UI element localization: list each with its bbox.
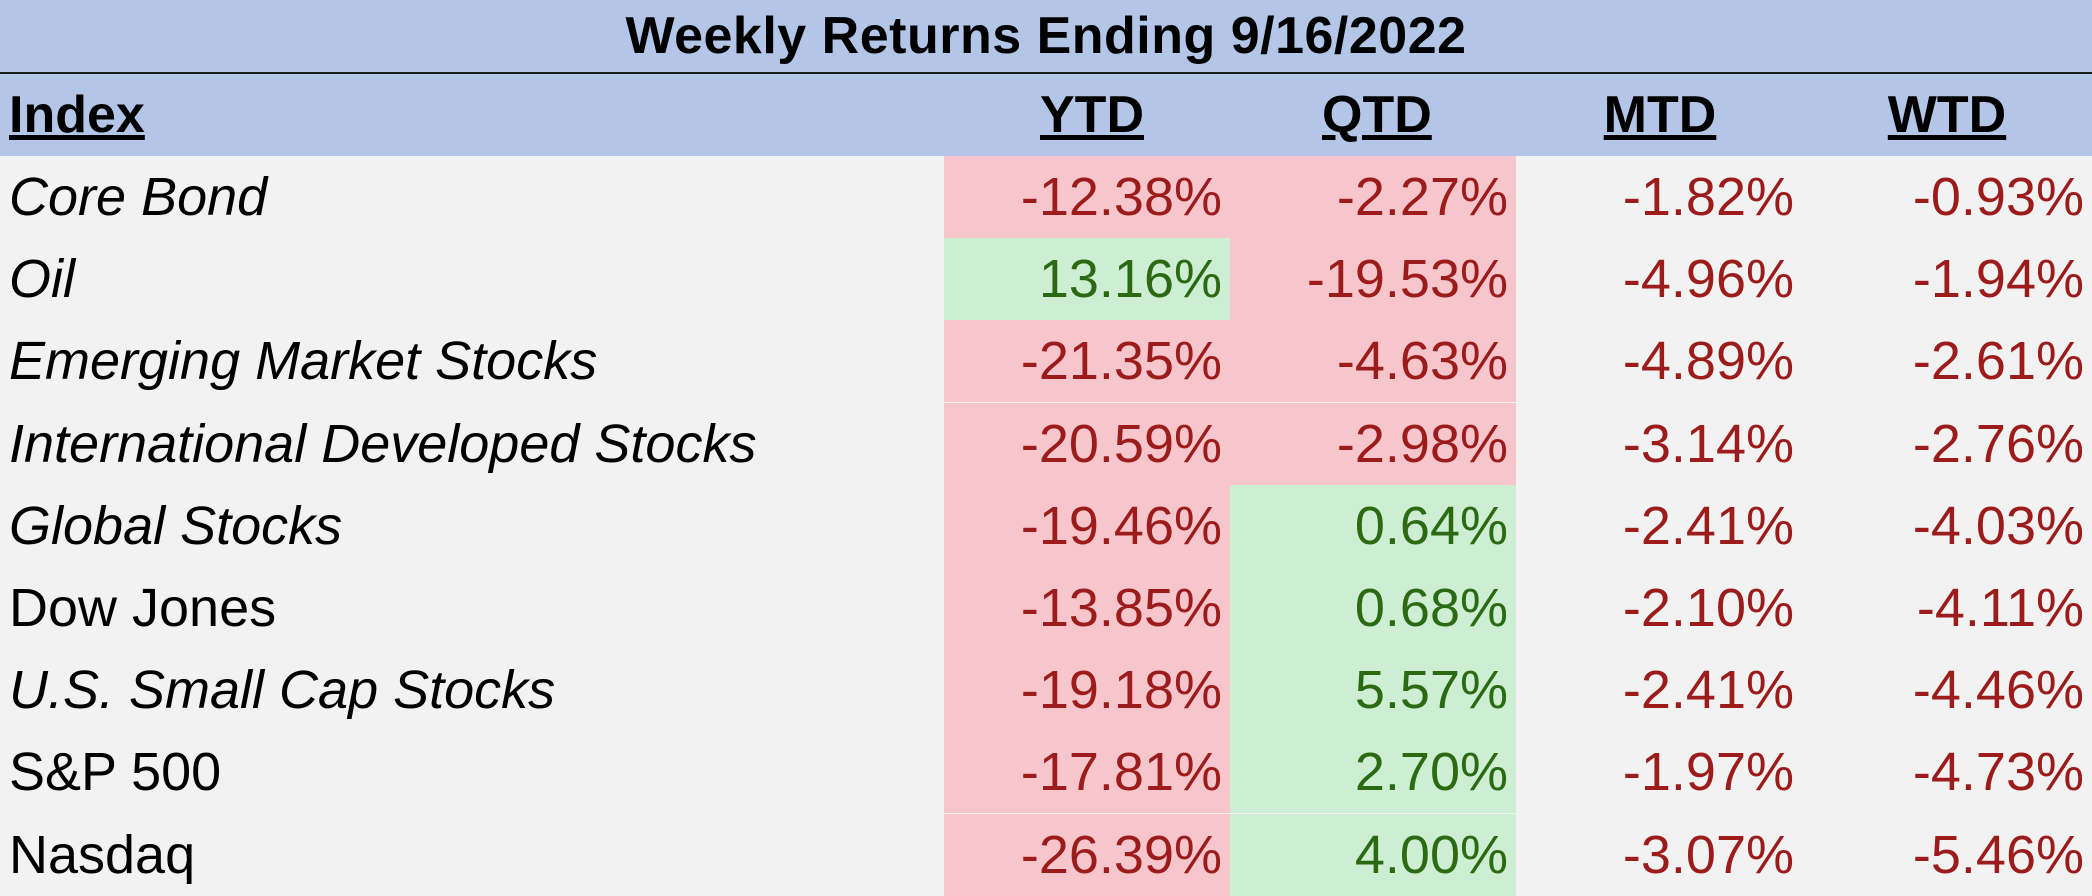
cell-wtd: -2.61%: [1912, 331, 2084, 392]
row-label: Dow Jones: [9, 578, 277, 638]
column-header-ytd: YTD: [1040, 86, 1144, 144]
cell-ytd: -21.35%: [944, 320, 1230, 403]
table-title: Weekly Returns Ending 9/16/2022: [625, 7, 1467, 65]
cell-mtd: -1.97%: [1622, 742, 1794, 803]
title-bar: Weekly Returns Ending 9/16/2022: [0, 0, 2092, 74]
table-row: Oil 13.16% -19.53% -4.96% -1.94%: [0, 238, 2092, 321]
row-label: Emerging Market Stocks: [9, 331, 598, 392]
table-row: Nasdaq -26.39% 4.00% -3.07% -5.46%: [0, 813, 2092, 896]
cell-ytd: -19.46%: [944, 484, 1230, 567]
cell-qtd: 0.68%: [1230, 567, 1516, 649]
row-label: U.S. Small Cap Stocks: [9, 660, 556, 721]
cell-mtd: -3.07%: [1622, 824, 1794, 885]
cell-wtd: -4.11%: [1916, 578, 2084, 638]
cell-qtd: -2.27%: [1230, 156, 1516, 238]
cell-wtd: -4.03%: [1912, 495, 2084, 556]
cell-qtd: 4.00%: [1230, 813, 1516, 896]
row-label: Core Bond: [9, 167, 268, 227]
cell-qtd: 2.70%: [1230, 731, 1516, 814]
cell-wtd: -1.94%: [1912, 249, 2084, 310]
column-header-index: Index: [9, 86, 145, 144]
cell-mtd: -4.96%: [1622, 249, 1794, 310]
cell-mtd: -4.89%: [1622, 331, 1794, 392]
row-label: S&P 500: [9, 742, 222, 803]
cell-ytd: -12.38%: [944, 156, 1230, 238]
table-row: U.S. Small Cap Stocks -19.18% 5.57% -2.41% -…: [0, 649, 2092, 732]
cell-wtd: -2.76%: [1912, 413, 2084, 474]
cell-ytd: -20.59%: [944, 402, 1230, 485]
table-row: S&P 500 -17.81% 2.70% -1.97% -4.73%: [0, 731, 2092, 814]
cell-wtd: -5.46%: [1912, 824, 2084, 885]
row-label: Oil: [9, 249, 75, 310]
column-header-wtd: WTD: [1887, 86, 2007, 144]
column-header-qtd: QTD: [1322, 86, 1432, 144]
header-row: Index YTD QTD MTD WTD: [0, 74, 2092, 156]
cell-ytd: -13.85%: [944, 567, 1230, 649]
cell-ytd: -19.18%: [944, 649, 1230, 732]
table-row: Global Stocks -19.46% 0.64% -2.41% -4.03%: [0, 484, 2092, 567]
column-header-mtd: MTD: [1603, 86, 1717, 144]
row-label: Global Stocks: [9, 495, 343, 556]
cell-mtd: -3.14%: [1622, 413, 1794, 474]
cell-ytd: -17.81%: [944, 731, 1230, 814]
row-label: International Developed Stocks: [9, 413, 757, 474]
cell-qtd: -4.63%: [1230, 320, 1516, 403]
table-row: Core Bond -12.38% -2.27% -1.82% -0.93%: [0, 156, 2092, 238]
cell-wtd: -0.93%: [1912, 167, 2084, 227]
table-row: International Developed Stocks -20.59% -2.…: [0, 402, 2092, 485]
table-row: Emerging Market Stocks -21.35% -4.63% -4.89…: [0, 320, 2092, 403]
cell-ytd: -26.39%: [944, 813, 1230, 896]
cell-mtd: -1.82%: [1622, 167, 1794, 227]
table-row: Dow Jones -13.85% 0.68% -2.10% -4.11%: [0, 567, 2092, 649]
cell-ytd: 13.16%: [944, 238, 1230, 321]
cell-mtd: -2.41%: [1622, 495, 1794, 556]
cell-qtd: 5.57%: [1230, 649, 1516, 732]
cell-wtd: -4.73%: [1912, 742, 2084, 803]
row-label: Nasdaq: [9, 824, 196, 885]
cell-wtd: -4.46%: [1912, 660, 2084, 721]
cell-qtd: -2.98%: [1230, 402, 1516, 485]
cell-qtd: 0.64%: [1230, 484, 1516, 567]
cell-mtd: -2.41%: [1622, 660, 1794, 721]
cell-qtd: -19.53%: [1230, 238, 1516, 321]
cell-mtd: -2.10%: [1622, 578, 1794, 638]
